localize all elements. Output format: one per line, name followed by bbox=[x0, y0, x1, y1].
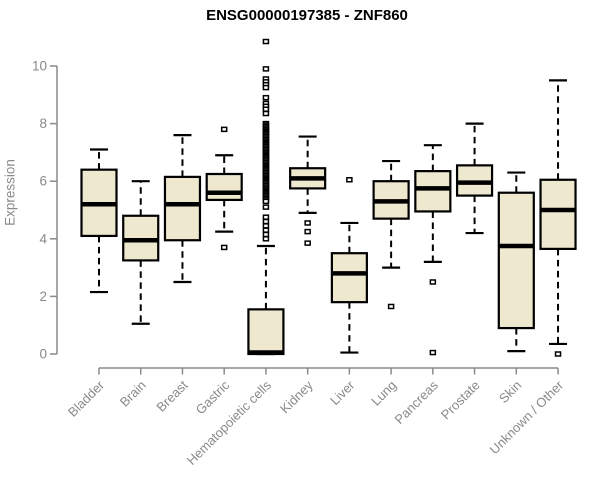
box-unknown-other bbox=[539, 79, 577, 357]
outlier-point bbox=[262, 198, 270, 205]
iqr-box bbox=[205, 172, 243, 202]
x-tick-label: Skin bbox=[496, 378, 524, 406]
outlier-point bbox=[262, 227, 270, 233]
y-tick-label: 0 bbox=[39, 347, 47, 362]
box-liver bbox=[330, 177, 368, 354]
x-tick-label: Liver bbox=[327, 377, 358, 408]
iqr-box bbox=[163, 175, 202, 242]
iqr-box bbox=[247, 308, 285, 356]
outlier-point bbox=[262, 236, 270, 242]
outlier-point bbox=[262, 110, 270, 117]
outlier-point bbox=[220, 126, 228, 133]
outlier-point bbox=[304, 228, 311, 235]
iqr-box bbox=[539, 178, 577, 250]
box-gastric bbox=[205, 126, 243, 251]
y-tick-label: 4 bbox=[39, 231, 47, 246]
outlier-point bbox=[429, 279, 437, 285]
outlier-point bbox=[262, 204, 270, 210]
x-tick-label: Kidney bbox=[277, 377, 316, 416]
iqr-box bbox=[330, 252, 368, 304]
outlier-point bbox=[262, 66, 270, 72]
box-pancreas bbox=[414, 144, 452, 356]
outlier-point bbox=[262, 84, 270, 91]
outlier-point bbox=[554, 351, 562, 357]
box-prostate bbox=[455, 122, 494, 235]
outlier-point bbox=[262, 218, 270, 225]
outlier-point bbox=[262, 231, 270, 238]
outlier-point bbox=[262, 106, 270, 112]
x-tick-label: Breast bbox=[153, 377, 190, 414]
y-axis-label: Expression bbox=[2, 159, 18, 226]
outlier-point bbox=[262, 38, 270, 45]
x-tick-label: Gastric bbox=[193, 377, 233, 417]
outlier-point bbox=[429, 349, 437, 356]
box-hematopoietic-cells bbox=[247, 38, 285, 356]
box-brain bbox=[122, 180, 160, 325]
iqr-box bbox=[497, 191, 535, 330]
y-tick-label: 2 bbox=[39, 289, 47, 304]
outlier-point bbox=[304, 220, 311, 226]
iqr-box bbox=[414, 170, 452, 213]
x-tick-label: Prostate bbox=[438, 378, 483, 423]
outlier-point bbox=[220, 244, 228, 251]
x-tick-label: Lung bbox=[368, 378, 399, 409]
y-tick-label: 10 bbox=[32, 59, 47, 74]
x-tick-label: Unknown / Other bbox=[487, 377, 567, 457]
x-tick-label: Pancreas bbox=[392, 377, 442, 427]
box-bladder bbox=[80, 148, 118, 294]
box-breast bbox=[163, 134, 202, 284]
box-kidney bbox=[289, 135, 327, 246]
outlier-point bbox=[304, 240, 311, 246]
outlier-point bbox=[346, 177, 353, 183]
outlier-point bbox=[387, 303, 395, 310]
x-tick-label: Bladder bbox=[65, 377, 108, 420]
box-lung bbox=[372, 159, 410, 310]
outlier-point bbox=[262, 223, 270, 229]
x-tick-label: Brain bbox=[117, 378, 149, 410]
box-skin bbox=[497, 171, 535, 353]
outlier-point bbox=[262, 214, 270, 220]
y-tick-label: 6 bbox=[39, 174, 47, 189]
y-tick-label: 8 bbox=[39, 116, 47, 131]
outlier-point bbox=[262, 94, 270, 101]
chart-title: ENSG00000197385 - ZNF860 bbox=[206, 7, 408, 24]
